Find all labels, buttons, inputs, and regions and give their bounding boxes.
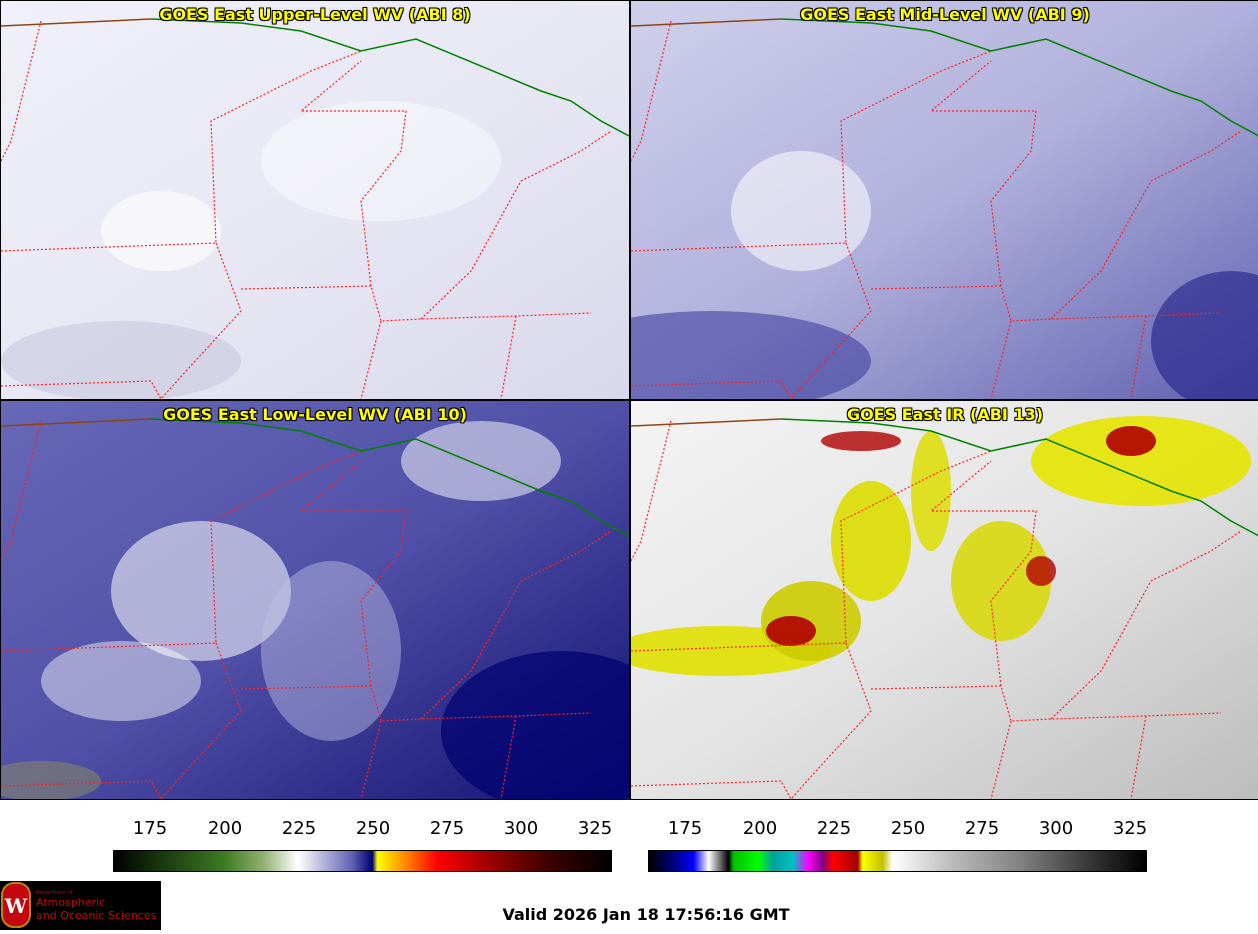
panel-title: GOES East Upper-Level WV (ABI 8) xyxy=(159,5,471,24)
tick-label: 275 xyxy=(429,818,465,839)
valid-time: Valid 2026 Jan 18 17:56:16 GMT xyxy=(502,905,790,924)
svg-text:and Oceanic Sciences: and Oceanic Sciences xyxy=(36,909,157,922)
svg-text:Department of: Department of xyxy=(36,890,73,896)
ir-image xyxy=(631,401,1258,799)
panel-low-level-wv: GOES East Low-Level WV (ABI 10) xyxy=(0,400,630,800)
tick-label: 175 xyxy=(132,818,168,839)
tick-label: 200 xyxy=(207,818,243,839)
low-level-wv-image xyxy=(1,401,629,799)
tick-label: 325 xyxy=(577,818,613,839)
tick-label: 200 xyxy=(742,818,778,839)
svg-text:W: W xyxy=(4,894,28,918)
tick-label: 250 xyxy=(355,818,391,839)
panel-title: GOES East IR (ABI 13) xyxy=(846,405,1044,424)
panel-ir: GOES East IR (ABI 13) xyxy=(630,400,1258,800)
tick-label: 175 xyxy=(667,818,703,839)
uw-aos-logo: W Department of Atmospheric and Oceanic … xyxy=(0,881,161,930)
panel-mid-level-wv: GOES East Mid-Level WV (ABI 9) xyxy=(630,0,1258,400)
tick-label: 225 xyxy=(281,818,317,839)
uw-crest-icon: W Department of Atmospheric and Oceanic … xyxy=(1,882,157,928)
tick-label: 225 xyxy=(816,818,852,839)
panel-title: GOES East Mid-Level WV (ABI 9) xyxy=(800,5,1090,24)
svg-text:Atmospheric: Atmospheric xyxy=(36,896,105,909)
tick-label: 300 xyxy=(503,818,539,839)
tick-label: 300 xyxy=(1038,818,1074,839)
mid-level-wv-image xyxy=(631,1,1258,399)
tick-label: 325 xyxy=(1112,818,1148,839)
wv-colorbar xyxy=(113,850,612,872)
wv-colorbar-ticks: 175 200 225 250 275 300 325 xyxy=(113,818,613,848)
panel-title: GOES East Low-Level WV (ABI 10) xyxy=(163,405,467,424)
tick-label: 275 xyxy=(964,818,1000,839)
ir-colorbar xyxy=(648,850,1147,872)
upper-level-wv-image xyxy=(1,1,629,399)
tick-label: 250 xyxy=(890,818,926,839)
ir-colorbar-ticks: 175 200 225 250 275 300 325 xyxy=(648,818,1148,848)
panel-upper-level-wv: GOES East Upper-Level WV (ABI 8) xyxy=(0,0,630,400)
